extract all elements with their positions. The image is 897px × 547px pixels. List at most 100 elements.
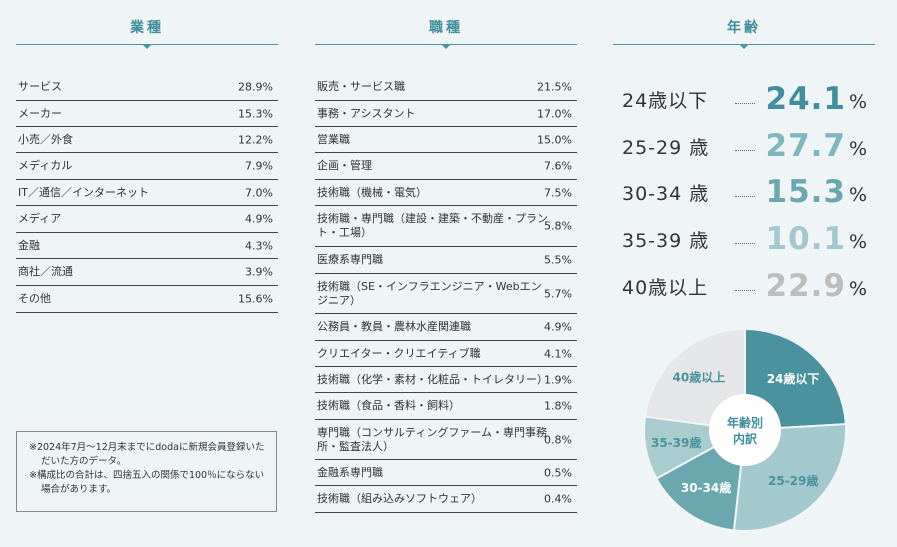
table-row: 技術職（SE・インフラエンジニア・Webエンジニア） 5.7%	[315, 274, 577, 314]
occupation-header-arrow	[441, 44, 451, 49]
age-value: 22.9	[765, 268, 846, 304]
footnote-line: ※構成比の合計は、四捨五入の関係で100％にならない場合があります。	[29, 470, 265, 495]
pie-slice-label: 25-29歳	[768, 473, 818, 488]
table-row: 企画・管理 7.6%	[315, 153, 577, 180]
age-row-35-39: 35-39 歳 10.1 %	[622, 217, 872, 257]
age-header: 年齢	[613, 0, 875, 49]
row-value: 1.9%	[544, 373, 572, 386]
row-value: 7.9%	[245, 159, 273, 173]
row-label: 販売・サービス職	[317, 80, 405, 93]
dot-leader	[735, 243, 755, 244]
row-value: 15.3%	[238, 107, 273, 120]
age-title: 年齢	[727, 20, 761, 36]
table-row: メディア 4.9%	[16, 206, 278, 233]
age-row-25-29: 25-29 歳 27.7 %	[622, 124, 872, 164]
table-row: 技術職（化学・素材・化粧品・トイレタリー） 1.9%	[315, 367, 577, 393]
table-row: 小売／外食 12.2%	[16, 127, 278, 153]
percent-sign: %	[848, 184, 867, 206]
row-value: 5.5%	[544, 253, 572, 267]
row-value: 15.6%	[238, 292, 273, 306]
industry-header-arrow	[142, 44, 152, 49]
industry-title: 業種	[130, 20, 164, 36]
table-row: 技術職（組み込みソフトウェア） 0.4%	[315, 486, 577, 513]
row-label: 技術職（SE・インフラエンジニア・Webエンジニア）	[317, 279, 542, 307]
row-value: 4.1%	[544, 347, 572, 360]
row-label: 小売／外食	[18, 132, 73, 146]
footnote-line: ※2024年7月～12月末までにdodaに新規会員登録いただいた方のデータ。	[29, 442, 265, 467]
row-value: 7.5%	[544, 186, 572, 199]
row-label: 技術職（機械・電気）	[317, 185, 427, 199]
pie-slice-label: 35-39歳	[651, 435, 701, 450]
row-value: 17.0%	[537, 107, 572, 120]
row-value: 4.3%	[245, 239, 273, 252]
row-label: 医療系専門職	[317, 253, 383, 266]
age-row-30-34: 30-34 歳 15.3 %	[622, 170, 872, 210]
row-value: 3.9%	[245, 265, 273, 279]
row-label: 技術職（食品・香料・飼料）	[317, 399, 460, 412]
row-label: 企画・管理	[317, 159, 372, 172]
table-row: 営業職 15.0%	[315, 127, 577, 153]
percent-sign: %	[848, 91, 867, 113]
table-row: 事務・アシスタント 17.0%	[315, 101, 577, 127]
row-label: メディア	[18, 212, 62, 225]
row-label: メーカー	[18, 106, 62, 120]
percent-sign: %	[848, 138, 867, 160]
row-value: 0.4%	[544, 492, 572, 506]
table-row: 医療系専門職 5.5%	[315, 247, 577, 274]
age-label: 35-39 歳	[622, 230, 710, 252]
table-row: 金融系専門職 0.5%	[315, 460, 577, 486]
table-row: 公務員・教員・農林水産関連職 4.9%	[315, 314, 577, 341]
pie-slice-label: 30-34歳	[681, 480, 731, 495]
pie-slice-label: 40歳以上	[673, 369, 726, 384]
row-label: 技術職・専門職（建設・建築・不動産・プラント・工場）	[317, 212, 548, 239]
row-label: 商社／流通	[18, 265, 73, 278]
age-header-arrow	[739, 44, 749, 49]
row-label: 技術職（化学・素材・化粧品・トイレタリー）	[317, 372, 548, 386]
age-label: 24歳以下	[622, 90, 709, 112]
table-row: クリエイター・クリエイティブ職 4.1%	[315, 341, 577, 367]
table-row: 技術職（食品・香料・飼料） 1.8%	[315, 393, 577, 420]
age-value: 10.1	[765, 221, 846, 257]
age-value: 27.7	[765, 128, 846, 164]
table-row: IT／通信／インターネット 7.0%	[16, 180, 278, 206]
percent-sign: %	[848, 278, 867, 300]
row-label: 事務・アシスタント	[317, 106, 416, 120]
pie-slice-label: 24歳以下	[767, 371, 820, 386]
row-label: 営業職	[317, 132, 350, 146]
row-label: メディカル	[18, 159, 73, 172]
age-label: 40歳以上	[622, 277, 709, 299]
table-row: 技術職・専門職（建設・建築・不動産・プラント・工場） 5.8%	[315, 206, 577, 247]
table-row: 金融 4.3%	[16, 233, 278, 259]
row-label: 専門職（コンサルティングファーム・専門事務所・監査法人）	[317, 425, 548, 453]
table-row: メディカル 7.9%	[16, 153, 278, 180]
dot-leader	[735, 196, 755, 197]
row-label: 技術職（組み込みソフトウェア）	[317, 492, 482, 505]
age-value: 24.1	[765, 81, 846, 117]
row-value: 0.5%	[544, 466, 572, 479]
occupation-header: 職種	[315, 0, 577, 49]
row-label: 金融系専門職	[317, 465, 383, 479]
row-label: IT／通信／インターネット	[18, 185, 149, 199]
age-row-over40: 40歳以上 22.9 %	[622, 264, 872, 304]
row-value: 15.0%	[537, 133, 572, 146]
row-value: 12.2%	[238, 133, 273, 146]
row-label: クリエイター・クリエイティブ職	[317, 346, 481, 360]
dot-leader	[735, 290, 755, 291]
row-value: 5.8%	[544, 219, 572, 233]
age-row-under24: 24歳以下 24.1 %	[622, 77, 872, 117]
table-row: 技術職（機械・電気） 7.5%	[315, 180, 577, 206]
row-label: 公務員・教員・農林水産関連職	[317, 320, 471, 333]
row-value: 28.9%	[238, 80, 273, 94]
age-value: 15.3	[765, 174, 846, 210]
dot-leader	[735, 150, 755, 151]
pie-center-label: 年齢別	[727, 415, 763, 430]
row-label: サービス	[18, 80, 62, 93]
footnote-box: ※2024年7月～12月末までにdodaに新規会員登録いただいた方のデータ。 ※…	[16, 431, 277, 512]
table-row: 商社／流通 3.9%	[16, 259, 278, 286]
row-value: 0.8%	[544, 433, 572, 446]
row-value: 4.9%	[544, 320, 572, 334]
table-row: サービス 28.9%	[16, 74, 278, 101]
pie-center-label: 内訳	[733, 431, 758, 446]
row-value: 21.5%	[537, 80, 572, 94]
